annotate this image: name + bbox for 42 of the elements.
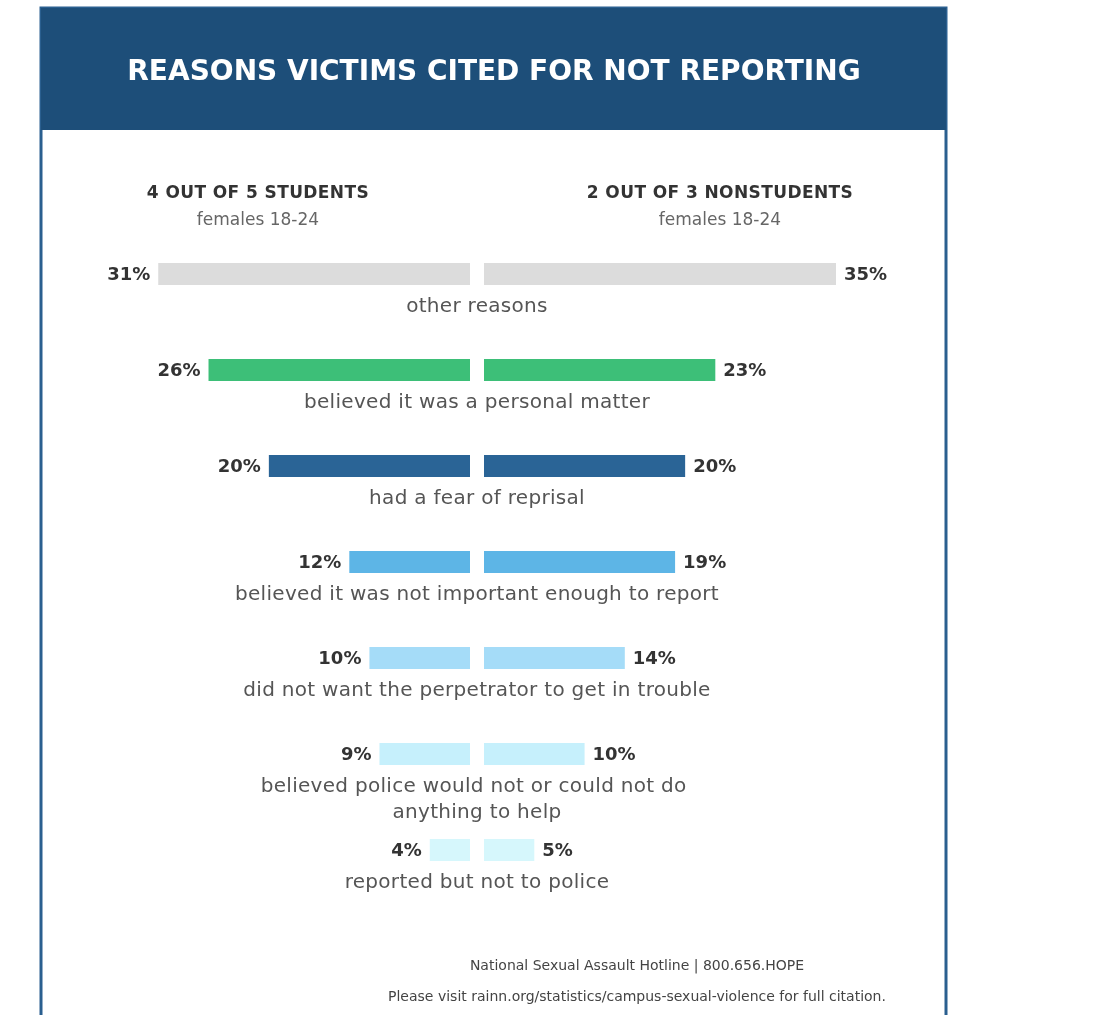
y-tick-label: believed it was not important enough to report bbox=[235, 581, 719, 605]
data-label: 10% bbox=[592, 743, 636, 764]
y-tick-label: believed police would not or could not do anything to help bbox=[260, 773, 694, 823]
bar bbox=[484, 647, 625, 669]
y-tick-label: did not want the perpetrator to get in trouble bbox=[243, 677, 711, 701]
data-label: 5% bbox=[542, 839, 573, 860]
y-tick-label: believed it was a personal matter bbox=[304, 389, 651, 413]
bar bbox=[158, 263, 470, 285]
data-label: 26% bbox=[157, 359, 201, 380]
data-label: 9% bbox=[340, 743, 372, 764]
data-label: 19% bbox=[683, 551, 727, 572]
data-label: 23% bbox=[723, 359, 767, 380]
data-label: 10% bbox=[318, 647, 362, 668]
bar bbox=[208, 359, 470, 381]
text: National Sexual Assault Hotline | 800.656.HOPE bbox=[469, 957, 805, 974]
text: REASONS VICTIMS CITED FOR NOT REPORTING bbox=[127, 54, 861, 87]
bar bbox=[268, 455, 470, 477]
chart-subtitle: females 18-24 bbox=[658, 209, 782, 229]
data-label: 12% bbox=[298, 551, 342, 572]
data-label: 4% bbox=[391, 839, 422, 860]
data-label: 14% bbox=[632, 647, 676, 668]
bar bbox=[484, 743, 585, 765]
chart-subtitle: females 18-24 bbox=[196, 209, 320, 229]
bar bbox=[349, 551, 470, 573]
bar bbox=[429, 839, 470, 861]
data-label: 20% bbox=[217, 455, 261, 476]
data-label: 20% bbox=[693, 455, 737, 476]
data-label: 35% bbox=[844, 263, 888, 284]
bar bbox=[484, 263, 836, 285]
chart-title: 4 OUT OF 5 STUDENTS bbox=[146, 182, 370, 202]
bar bbox=[379, 743, 470, 765]
bar bbox=[484, 839, 535, 861]
y-tick-label: had a fear of reprisal bbox=[369, 485, 585, 509]
bar bbox=[369, 647, 470, 669]
bar bbox=[484, 455, 686, 477]
text: Please visit rainn.org/statistics/campus-sexual-violence for full citation. bbox=[388, 988, 886, 1004]
chart-title: 2 OUT OF 3 NONSTUDENTS bbox=[586, 182, 854, 202]
y-tick-label: other reasons bbox=[406, 293, 548, 317]
y-tick-label: reported but not to police bbox=[344, 869, 610, 893]
bar bbox=[484, 551, 676, 573]
bar bbox=[484, 359, 716, 381]
data-label: 31% bbox=[107, 263, 151, 284]
